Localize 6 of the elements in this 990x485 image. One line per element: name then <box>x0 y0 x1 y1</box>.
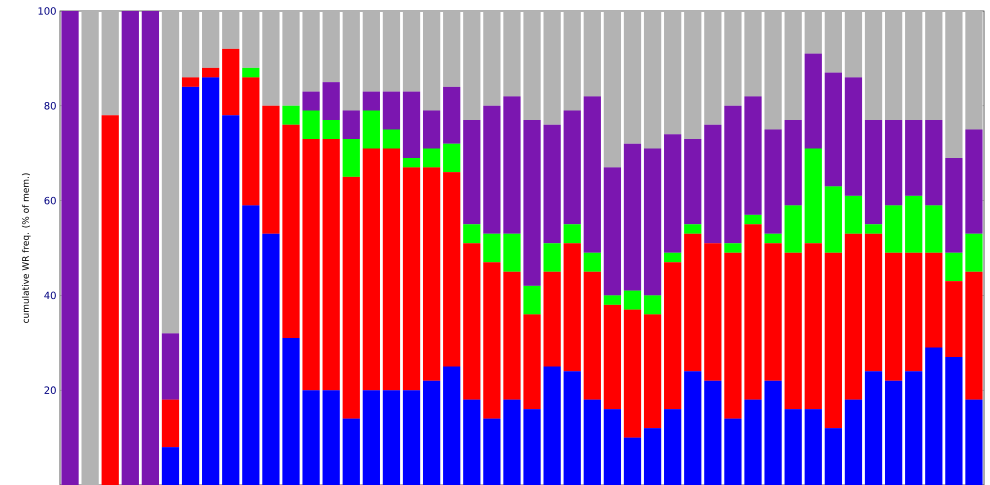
y-tick-label: 40 <box>44 292 56 300</box>
y-axis-title: cumulative WR freq. (% of mem.) <box>22 173 31 323</box>
y-tick-label: 20 <box>44 386 56 394</box>
y-tick-label: 100 <box>38 7 56 15</box>
y-tick-label: 60 <box>44 196 56 204</box>
y-tick-label: 80 <box>44 102 56 110</box>
